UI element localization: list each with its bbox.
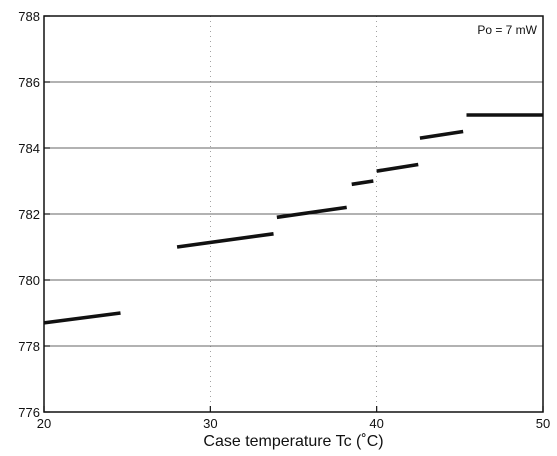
- power-annotation: Po = 7 mW: [477, 23, 537, 37]
- y-tick-label: 778: [18, 339, 40, 354]
- x-axis-label: Case temperature Tc (˚C): [203, 433, 383, 450]
- y-tick-label: 784: [18, 141, 40, 156]
- data-segment: [176, 232, 274, 249]
- data-segment: [43, 311, 121, 325]
- x-tick-label: 30: [203, 416, 217, 431]
- data-segment: [419, 129, 464, 140]
- x-tick-label: 20: [37, 416, 51, 431]
- chart-marks: [43, 113, 543, 325]
- x-tick-label: 50: [536, 416, 550, 431]
- chart-ticks: 776 778 780 782 784 786 788 20 30 40 50: [18, 9, 550, 431]
- y-tick-label: 782: [18, 207, 40, 222]
- y-tick-label: 776: [18, 405, 40, 420]
- data-segment: [376, 162, 419, 173]
- x-tick-label: 40: [369, 416, 383, 431]
- data-segment: [351, 179, 374, 187]
- y-tick-label: 788: [18, 9, 40, 24]
- plot-frame: [43, 15, 544, 413]
- data-segment: [276, 205, 347, 220]
- y-tick-label: 786: [18, 75, 40, 90]
- y-tick-label: 780: [18, 273, 40, 288]
